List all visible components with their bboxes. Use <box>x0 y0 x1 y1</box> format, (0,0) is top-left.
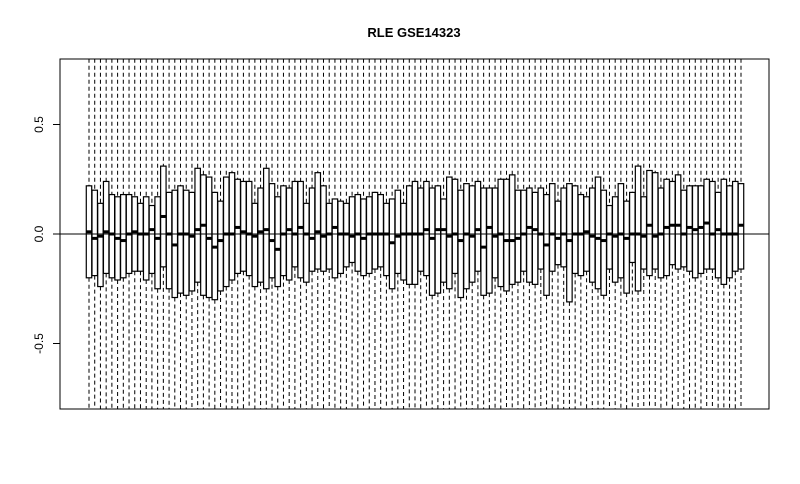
box <box>383 202 390 277</box>
y-tick-label: 0.0 <box>32 225 46 242</box>
box <box>680 189 688 268</box>
box <box>617 183 625 279</box>
box <box>308 187 316 272</box>
box <box>280 185 287 277</box>
box <box>463 183 470 290</box>
box <box>194 167 201 283</box>
box <box>554 200 562 266</box>
box <box>726 185 733 279</box>
box <box>371 191 379 270</box>
box <box>714 191 722 279</box>
box <box>428 187 436 296</box>
box <box>257 187 264 283</box>
box <box>440 198 447 283</box>
box <box>154 196 161 290</box>
box <box>445 176 453 290</box>
box <box>137 202 144 272</box>
box <box>331 198 339 279</box>
box <box>228 172 236 281</box>
box <box>108 193 116 279</box>
whisker-layer <box>88 58 742 410</box>
box <box>526 187 533 283</box>
box <box>457 189 465 299</box>
box <box>268 183 276 279</box>
box <box>325 202 333 270</box>
box <box>731 180 739 272</box>
box <box>320 185 327 272</box>
box <box>491 187 499 279</box>
box <box>119 193 127 279</box>
box <box>508 174 516 285</box>
box <box>640 196 648 270</box>
box <box>240 180 247 272</box>
box <box>623 200 630 294</box>
box <box>97 202 104 288</box>
box <box>177 185 184 294</box>
box <box>182 189 190 296</box>
box <box>720 178 728 285</box>
box <box>148 204 156 275</box>
box <box>691 185 699 279</box>
box <box>337 200 344 275</box>
box <box>646 169 653 277</box>
box <box>480 187 487 296</box>
box <box>634 165 642 292</box>
box <box>400 202 407 281</box>
box <box>91 189 99 277</box>
chart-title: RLE GSE14323 <box>367 25 460 40</box>
box <box>611 196 619 283</box>
box <box>571 185 579 275</box>
box <box>503 178 510 292</box>
box <box>222 176 230 288</box>
box <box>537 187 545 270</box>
box <box>566 183 573 303</box>
box <box>486 187 493 294</box>
box <box>245 180 253 277</box>
box <box>297 180 304 279</box>
y-tick-label: 0.5 <box>32 116 46 133</box>
box <box>709 180 716 270</box>
box <box>348 196 356 264</box>
box <box>217 200 224 292</box>
box <box>697 185 705 275</box>
box <box>669 180 676 266</box>
box <box>314 172 322 270</box>
box <box>291 180 299 268</box>
box <box>514 189 522 283</box>
box <box>165 191 173 290</box>
box <box>200 174 207 296</box>
box <box>674 174 682 270</box>
box <box>560 187 568 268</box>
box <box>188 191 196 292</box>
box <box>394 189 402 275</box>
box <box>548 183 556 272</box>
box <box>629 191 636 264</box>
box <box>520 189 527 272</box>
box <box>303 202 310 283</box>
y-axis: -0.5 0.0 0.5 <box>32 116 61 354</box>
box <box>451 178 459 275</box>
box <box>474 180 482 272</box>
box <box>531 191 539 285</box>
box <box>600 189 608 296</box>
box <box>651 172 659 270</box>
box <box>377 193 385 268</box>
y-tick-label: -0.5 <box>32 333 46 354</box>
box <box>594 176 602 290</box>
box <box>417 187 425 272</box>
box <box>606 204 613 270</box>
box <box>142 196 150 281</box>
box <box>251 202 259 288</box>
box <box>274 196 282 288</box>
box <box>102 180 110 275</box>
box <box>434 185 442 294</box>
